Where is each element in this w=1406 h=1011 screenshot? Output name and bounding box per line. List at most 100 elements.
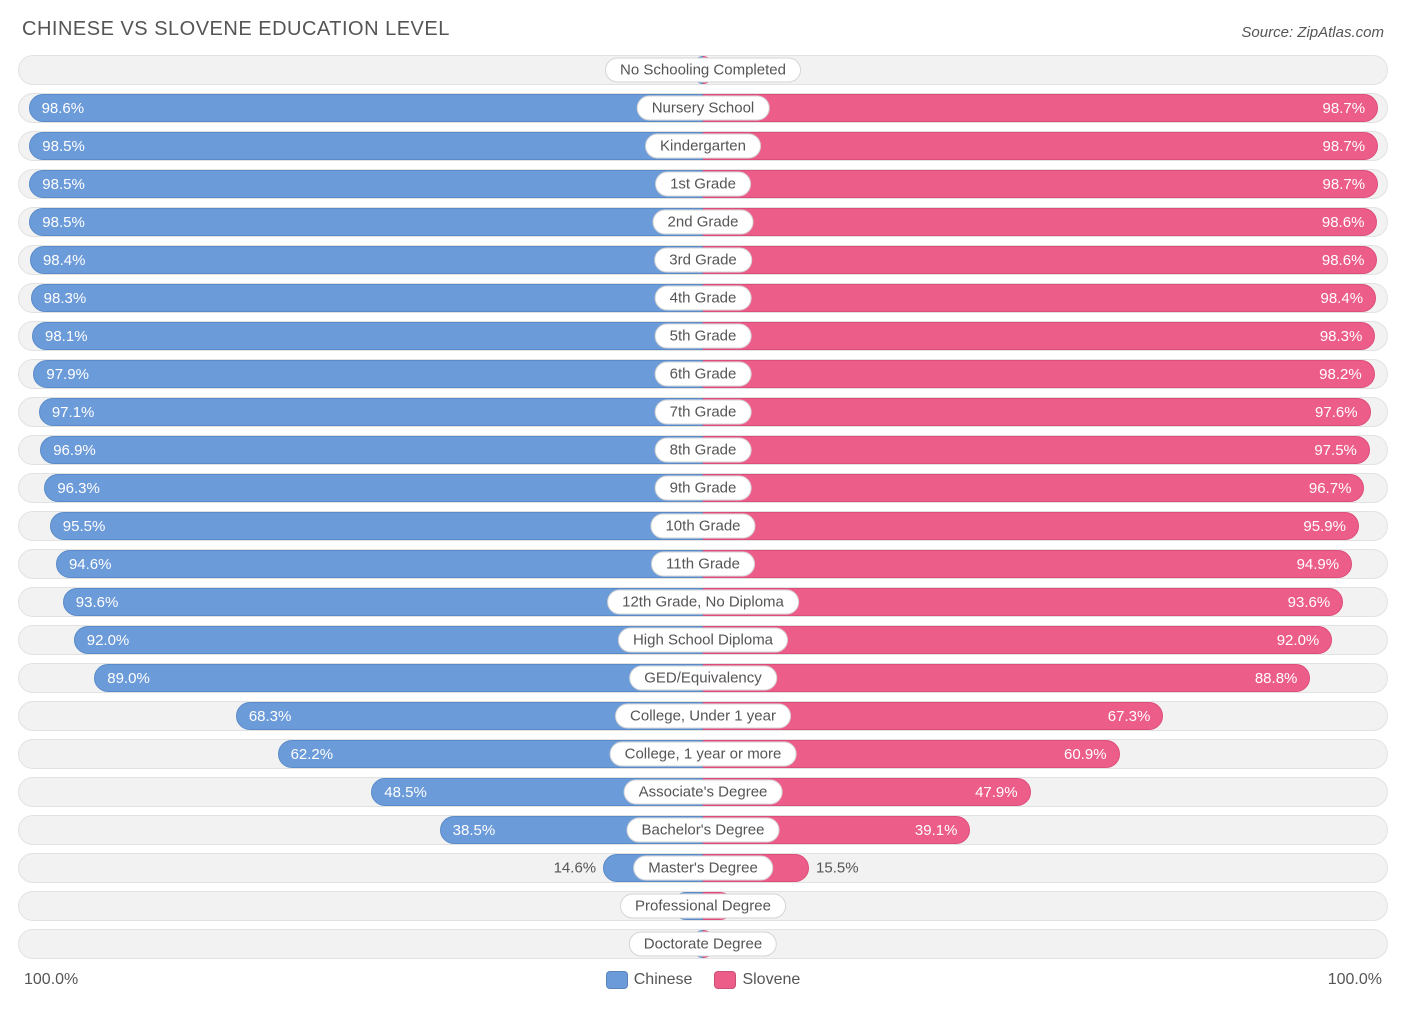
value-slovene: 93.6% [1288,594,1343,611]
chart-row: 38.5%39.1%Bachelor's Degree [18,815,1388,845]
value-chinese: 62.2% [279,746,334,763]
bar-chinese: 98.4% [30,246,703,274]
value-slovene: 92.0% [1277,632,1332,649]
chart-row: 98.4% 98.6% 3rd Grade [18,245,1388,275]
row-label: 10th Grade [650,514,755,539]
row-label: High School Diploma [618,628,788,653]
chart-row: 96.3%96.7%9th Grade [18,473,1388,503]
row-label: GED/Equivalency [629,666,777,691]
legend-item-slovene: Slovene [714,971,800,989]
value-chinese: 98.6% [30,100,85,117]
bar-slovene: 98.7% [703,132,1378,160]
row-label: 2nd Grade [653,210,754,235]
chart-row: 1.8%1.9%Doctorate Degree [18,929,1388,959]
bar-slovene: 96.7% [703,474,1364,502]
bar-slovene: 97.6% [703,398,1371,426]
value-slovene: 98.4% [1321,290,1376,307]
value-chinese: 92.0% [75,632,130,649]
row-label: 8th Grade [655,438,752,463]
bar-chinese: 98.1% [32,322,703,350]
bar-slovene: 98.7% [703,170,1378,198]
value-slovene: 94.9% [1297,556,1352,573]
value-chinese: 14.6% [554,860,605,877]
bar-slovene: 98.6% [703,208,1377,236]
bar-slovene: 98.6% [703,246,1377,274]
value-slovene: 98.7% [1323,138,1378,155]
value-chinese: 96.3% [45,480,100,497]
chart-row: 97.1%97.6%7th Grade [18,397,1388,427]
chart-row: 97.9%98.2%6th Grade [18,359,1388,389]
value-chinese: 97.9% [34,366,89,383]
bar-slovene: 92.0% [703,626,1332,654]
chart-row: 48.5% 47.9% Associate's Degree [18,777,1388,807]
row-label: Associate's Degree [624,780,783,805]
value-slovene: 97.6% [1315,404,1370,421]
chart-row: 98.6% 98.7% Nursery School [18,93,1388,123]
swatch-chinese [606,971,628,989]
value-slovene: 47.9% [975,784,1030,801]
row-label: 12th Grade, No Diploma [607,590,799,615]
value-slovene: 39.1% [915,822,970,839]
chart-header: CHINESE VS SLOVENE EDUCATION LEVEL Sourc… [18,18,1388,41]
chart-row: 96.9% 97.5% 8th Grade [18,435,1388,465]
chart-row: 98.5% 98.6% 2nd Grade [18,207,1388,237]
bar-chinese: 89.0% [94,664,703,692]
bar-slovene: 95.9% [703,512,1359,540]
bar-chinese: 98.6% [29,94,703,122]
value-slovene: 98.6% [1322,252,1377,269]
chart-row: 93.6% 93.6% 12th Grade, No Diploma [18,587,1388,617]
row-label: No Schooling Completed [605,58,801,83]
row-label: 4th Grade [655,286,752,311]
row-label: 3rd Grade [654,248,752,273]
value-chinese: 98.1% [33,328,88,345]
bar-slovene: 94.9% [703,550,1352,578]
bar-slovene: 97.5% [703,436,1370,464]
bar-slovene: 98.4% [703,284,1376,312]
bar-slovene: 93.6% [703,588,1343,616]
legend-item-chinese: Chinese [606,971,693,989]
value-chinese: 98.5% [30,176,85,193]
value-slovene: 98.2% [1319,366,1374,383]
row-label: 11th Grade [651,552,755,577]
source-prefix: Source: [1241,24,1297,41]
value-chinese: 96.9% [41,442,96,459]
value-chinese: 93.6% [64,594,119,611]
chart-row: 14.6%15.5%Master's Degree [18,853,1388,883]
chart-row: 62.2%60.9%College, 1 year or more [18,739,1388,769]
bar-chinese: 98.5% [29,132,703,160]
row-label: College, Under 1 year [615,704,791,729]
chart-rows: 1.5%1.4%No Schooling Completed98.6%98.7%… [18,55,1388,959]
bar-chinese: 92.0% [74,626,703,654]
value-slovene: 98.6% [1322,214,1377,231]
swatch-slovene [714,971,736,989]
value-chinese: 48.5% [372,784,427,801]
chart-row: 95.5% 95.9% 10th Grade [18,511,1388,541]
value-slovene: 67.3% [1108,708,1163,725]
value-slovene: 98.3% [1320,328,1375,345]
value-slovene: 98.7% [1323,100,1378,117]
chart-title: CHINESE VS SLOVENE EDUCATION LEVEL [22,18,450,41]
value-slovene: 97.5% [1314,442,1369,459]
value-slovene: 95.9% [1303,518,1358,535]
chart-row: 94.6%94.9%11th Grade [18,549,1388,579]
value-slovene: 15.5% [808,860,859,877]
value-chinese: 68.3% [237,708,292,725]
bar-chinese: 97.9% [33,360,703,388]
chart-row: 98.3%98.4%4th Grade [18,283,1388,313]
value-chinese: 95.5% [51,518,106,535]
row-label: Nursery School [637,96,770,121]
bar-chinese: 96.9% [40,436,703,464]
row-label: 1st Grade [655,172,751,197]
bar-slovene: 98.2% [703,360,1375,388]
value-chinese: 98.5% [30,138,85,155]
bar-chinese: 98.5% [29,170,703,198]
chart-row: 89.0%88.8%GED/Equivalency [18,663,1388,693]
bar-slovene: 98.3% [703,322,1375,350]
row-label: Bachelor's Degree [627,818,780,843]
bar-chinese: 97.1% [39,398,703,426]
chart-row: 4.5%4.6%Professional Degree [18,891,1388,921]
legend-label-chinese: Chinese [634,971,693,989]
row-label: College, 1 year or more [610,742,797,767]
bar-chinese: 98.5% [29,208,703,236]
value-slovene: 96.7% [1309,480,1364,497]
